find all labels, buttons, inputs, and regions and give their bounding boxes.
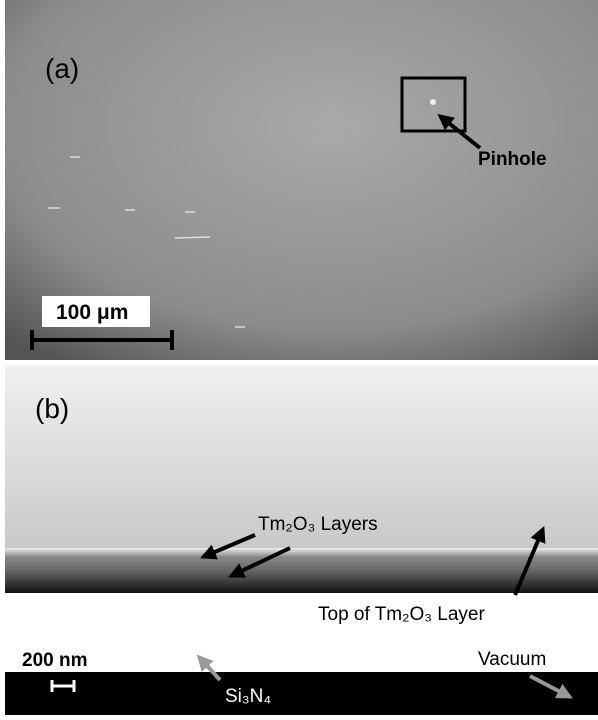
annotation: Pinhole <box>478 149 547 170</box>
annotation: Si₃N₄ <box>225 686 271 707</box>
film-layers <box>5 548 598 593</box>
annotation: Vacuum <box>478 649 546 670</box>
substrate-region <box>5 672 598 715</box>
panel-b: (b) Tm₂O₃ Layers Top of Tm₂O₃ Layer 200 … <box>5 365 598 715</box>
scale-label: 100 μm <box>56 301 128 324</box>
annotation: Tm₂O₃ Layers <box>258 514 378 535</box>
figure: (a) Pinhole 100 μm (b) Tm₂O₃ Layers Top … <box>0 0 598 715</box>
annotation: Top of Tm₂O₃ Layer <box>318 604 485 625</box>
scale-label: 200 nm <box>22 650 87 671</box>
panel-label: (b) <box>35 393 69 424</box>
panel-label: (a) <box>45 53 79 84</box>
panel-a: (a) Pinhole 100 μm <box>5 0 598 360</box>
pinhole <box>430 99 436 105</box>
